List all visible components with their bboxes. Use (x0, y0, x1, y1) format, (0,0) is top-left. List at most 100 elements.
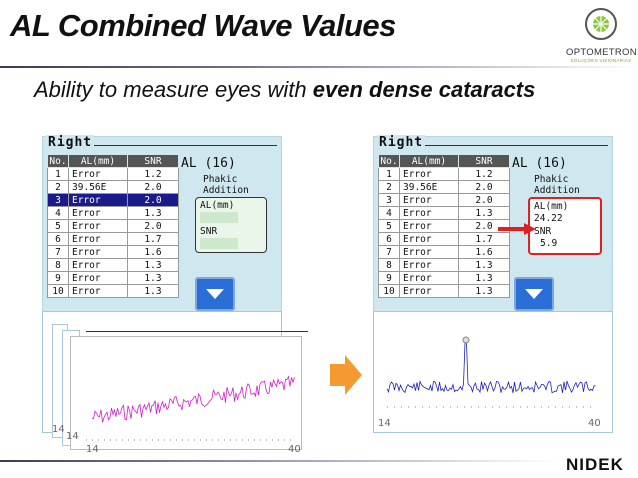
table-row[interactable]: 3 Error 2.0 (378, 193, 510, 207)
cell-snr: 1.3 (127, 271, 179, 285)
table-row[interactable]: 8 Error 1.3 (47, 258, 179, 272)
cell-snr: 1.7 (127, 232, 179, 246)
cell-snr: 1.2 (458, 167, 510, 181)
cell-no: 1 (378, 167, 400, 181)
right-waveform (386, 336, 597, 408)
cell-snr: 1.3 (127, 258, 179, 272)
table-row[interactable]: 2 39.56E 2.0 (47, 180, 179, 194)
result-snr-label: SNR (534, 226, 552, 237)
scroll-down-button[interactable] (195, 277, 235, 311)
cell-snr: 1.6 (458, 245, 510, 259)
cell-no: 6 (47, 232, 69, 246)
cell-snr: 1.3 (458, 271, 510, 285)
title-divider (0, 66, 638, 68)
footer-divider (0, 460, 560, 462)
result-al-label: AL(mm) (534, 201, 569, 212)
cell-no: 3 (378, 193, 400, 207)
cell-al: Error (399, 219, 459, 233)
cell-snr: 1.2 (127, 167, 179, 181)
subtitle-plain: Ability to measure eyes with (34, 77, 313, 102)
cell-no: 7 (47, 245, 69, 259)
mode-phakic: Phakic (534, 174, 569, 185)
panel-frame-line (47, 145, 277, 146)
result-al-label: AL(mm) (200, 200, 235, 211)
cell-al: Error (68, 206, 128, 220)
right-wave-frame (373, 311, 613, 433)
al-count-heading: AL (16) (512, 156, 567, 171)
table-row[interactable]: 9 Error 1.3 (378, 271, 510, 285)
cell-al: Error (68, 167, 128, 181)
cell-no: 8 (47, 258, 69, 272)
col-no: No. (378, 154, 400, 168)
left-measurement-panel: Right No. AL(mm) SNR 1 Error 1.2 2 39.56E 2.0… (42, 135, 282, 314)
axis-max-label: 40 (588, 418, 601, 429)
optometron-logo: OPTOMETRON SOLUÇÕES VISIONÁRIAS (566, 4, 637, 63)
table-row[interactable]: 7 Error 1.6 (378, 245, 510, 259)
cell-no: 5 (47, 219, 69, 233)
cell-al: Error (68, 284, 128, 298)
table-row[interactable]: 8 Error 1.3 (378, 258, 510, 272)
table-row[interactable]: 4 Error 1.3 (47, 206, 179, 220)
table-row[interactable]: 10 Error 1.3 (378, 284, 510, 298)
cell-no: 7 (378, 245, 400, 259)
mode-addition: Addition (534, 185, 580, 196)
cell-no: 2 (378, 180, 400, 194)
table-row[interactable]: 3 Error 2.0 (47, 193, 179, 207)
col-al: AL(mm) (399, 154, 459, 168)
logo-name: OPTOMETRON (566, 47, 637, 58)
slide-title: AL Combined Wave Values (10, 8, 396, 43)
table-row[interactable]: 10 Error 1.3 (47, 284, 179, 298)
table-row[interactable]: 6 Error 1.7 (378, 232, 510, 246)
al-table: No. AL(mm) SNR 1 Error 1.2 2 39.56E 2.0 3 Error… (378, 154, 510, 298)
stack-axis-label: 14 (52, 424, 65, 435)
table-row[interactable]: 9 Error 1.3 (47, 271, 179, 285)
cell-snr: 1.3 (127, 206, 179, 220)
axis-min-label: 14 (378, 418, 391, 429)
cell-no: 8 (378, 258, 400, 272)
result-al-empty (200, 212, 238, 223)
cell-al: Error (68, 219, 128, 233)
cell-snr: 2.0 (127, 180, 179, 194)
eye-logo-icon (585, 8, 617, 40)
cell-snr: 1.3 (458, 206, 510, 220)
cell-no: 10 (47, 284, 69, 298)
result-al-value: 24.22 (534, 213, 563, 224)
table-row[interactable]: 1 Error 1.2 (47, 167, 179, 181)
cell-al: Error (399, 258, 459, 272)
table-row[interactable]: 5 Error 2.0 (47, 219, 179, 233)
cell-snr: 1.3 (127, 284, 179, 298)
result-snr-empty (200, 238, 238, 249)
cell-snr: 2.0 (127, 193, 179, 207)
left-waveform (86, 375, 296, 441)
cell-al: Error (399, 284, 459, 298)
scroll-down-button[interactable] (514, 277, 554, 311)
table-row[interactable]: 5 Error 2.0 (378, 219, 510, 233)
cell-al: Error (399, 271, 459, 285)
table-row[interactable]: 2 39.56E 2.0 (378, 180, 510, 194)
cell-no: 10 (378, 284, 400, 298)
eye-label: Right (377, 135, 426, 150)
result-snr-label: SNR (200, 226, 218, 237)
table-row[interactable]: 1 Error 1.2 (378, 167, 510, 181)
slide-subtitle: Ability to measure eyes with even dense … (34, 77, 535, 103)
table-row[interactable]: 7 Error 1.6 (47, 245, 179, 259)
cell-al: 39.56E (399, 180, 459, 194)
col-snr: SNR (458, 154, 510, 168)
wave-top-rule (86, 331, 308, 332)
stack-axis-label: 14 (66, 431, 79, 442)
table-row[interactable]: 4 Error 1.3 (378, 206, 510, 220)
cell-no: 3 (47, 193, 69, 207)
cell-no: 4 (47, 206, 69, 220)
cell-no: 1 (47, 167, 69, 181)
col-al: AL(mm) (68, 154, 128, 168)
nidek-logo: NIDEK (566, 455, 624, 474)
cell-snr: 2.0 (127, 219, 179, 233)
result-box: AL(mm) SNR (195, 197, 267, 253)
cell-snr: 2.0 (458, 193, 510, 207)
left-wave-graph (70, 336, 302, 450)
red-pointer-arrow (498, 223, 536, 235)
panel-frame-line (378, 145, 608, 146)
table-row[interactable]: 6 Error 1.7 (47, 232, 179, 246)
cell-snr: 1.3 (458, 284, 510, 298)
cell-al: Error (399, 193, 459, 207)
